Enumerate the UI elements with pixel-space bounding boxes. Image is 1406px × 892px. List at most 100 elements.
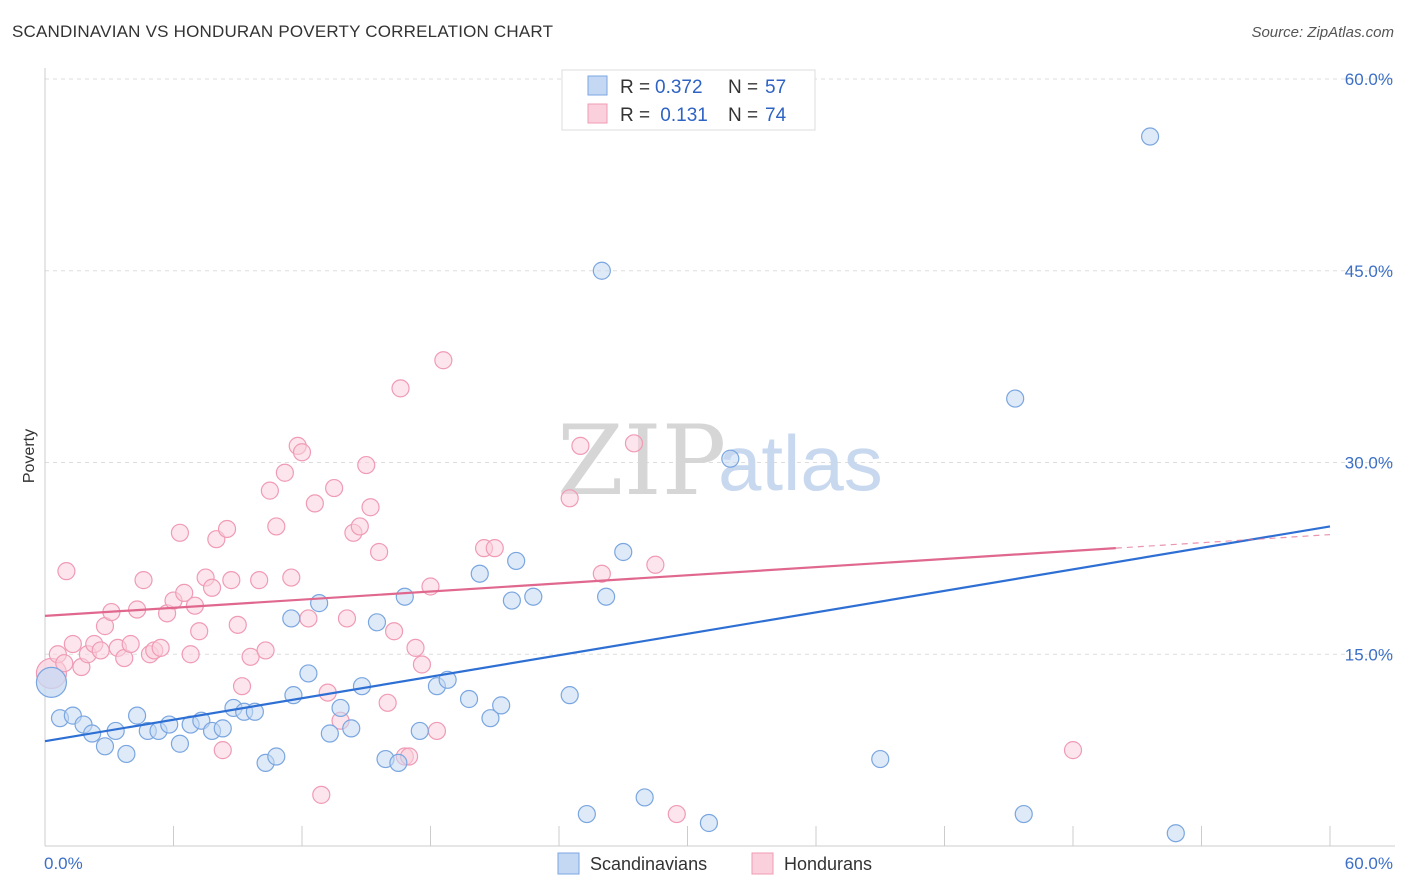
point-scandinavians-28 — [342, 719, 361, 738]
point-scandinavians-49 — [635, 788, 654, 807]
legend-r-label-1: R = — [620, 77, 655, 98]
point-hondurans-30 — [222, 571, 241, 590]
point-scandinavians-53 — [1006, 389, 1025, 408]
point-hondurans-52 — [361, 498, 380, 517]
x-tick-label-0: 0.0% — [44, 854, 83, 873]
point-hondurans-56 — [391, 379, 410, 398]
legend-n-value-2: 74 — [765, 105, 787, 126]
point-scandinavians-43 — [524, 587, 543, 606]
legend-r-value-1: 0.372 — [655, 77, 703, 98]
point-hondurans-70 — [646, 555, 665, 574]
point-scandinavians-27 — [331, 698, 350, 718]
chart-source: Source: ZipAtlas.com — [1251, 24, 1394, 41]
trend-extension-hondurans — [1115, 533, 1331, 549]
point-scandinavians-33 — [395, 587, 414, 606]
point-scandinavians-45 — [577, 804, 596, 824]
point-hondurans-46 — [325, 478, 344, 498]
point-hondurans-72 — [1063, 741, 1083, 760]
axes — [44, 68, 1395, 847]
y-tick-label-1: 30.0% — [1345, 454, 1393, 473]
series-legend-swatch-hondurans — [751, 852, 774, 875]
chart-title: SCANDINAVIAN VS HONDURAN POVERTY CORRELA… — [12, 22, 554, 41]
correlation-legend: R = 0.372 N = 57 R = 0.131 N = 74 — [561, 69, 816, 131]
point-hondurans-54 — [378, 693, 397, 712]
y-axis-label: Poverty — [21, 429, 38, 483]
point-hondurans-39 — [282, 568, 301, 587]
point-scandinavians-8 — [127, 706, 147, 725]
point-scandinavians-22 — [282, 609, 301, 628]
point-scandinavians-24 — [299, 664, 318, 683]
point-hondurans-36 — [260, 481, 279, 500]
point-hondurans-33 — [241, 647, 260, 666]
point-scandinavians-56 — [1166, 824, 1185, 843]
point-hondurans-22 — [181, 645, 200, 664]
point-scandinavians-47 — [597, 587, 616, 606]
point-hondurans-17 — [151, 638, 170, 657]
series-legend-label-scandinavians: Scandinavians — [590, 854, 707, 874]
point-hondurans-66 — [560, 489, 579, 508]
point-hondurans-34 — [250, 571, 269, 590]
point-hondurans-68 — [592, 564, 611, 583]
point-hondurans-69 — [624, 434, 644, 453]
point-scandinavians-46 — [592, 261, 611, 280]
point-hondurans-50 — [350, 517, 369, 536]
point-hondurans-38 — [275, 463, 294, 482]
point-scandinavians-51 — [721, 449, 740, 468]
point-hondurans-3 — [63, 634, 82, 654]
point-hondurans-32 — [232, 677, 252, 696]
point-hondurans-51 — [357, 455, 376, 475]
point-hondurans-24 — [190, 622, 209, 641]
point-scandinavians-16 — [213, 719, 232, 738]
series-legend-swatch-scandinavians — [557, 852, 580, 875]
watermark-atlas: atlas — [718, 419, 883, 507]
point-hondurans-67 — [571, 436, 590, 455]
watermark: ZIP atlas — [557, 405, 883, 517]
tick-labels: 15.0% 30.0% 45.0% 60.0% 0.0% 60.0% — [44, 70, 1393, 873]
watermark-zip: ZIP — [557, 405, 726, 517]
point-scandinavians-40 — [492, 696, 511, 715]
y-tick-label-0: 15.0% — [1345, 645, 1393, 664]
point-scandinavians-42 — [507, 551, 526, 571]
legend-n-label-1: N = — [728, 77, 763, 98]
point-hondurans-37 — [267, 517, 286, 536]
point-hondurans-73 — [57, 562, 76, 581]
point-hondurans-43 — [305, 494, 324, 513]
trend-line-hondurans — [44, 547, 1116, 617]
point-hondurans-55 — [384, 622, 404, 641]
point-scandinavians-5 — [95, 737, 115, 756]
point-scandinavians-34 — [410, 721, 429, 741]
point-scandinavians-52 — [871, 749, 890, 769]
point-scandinavians-7 — [117, 744, 136, 764]
legend-r-value-2: 0.131 — [655, 105, 708, 126]
point-hondurans-63 — [434, 351, 453, 370]
point-scandinavians-21 — [267, 747, 286, 766]
point-hondurans-59 — [406, 638, 425, 657]
point-hondurans-65 — [485, 539, 504, 558]
point-scandinavians-44 — [560, 686, 579, 705]
point-scandinavians-30 — [367, 613, 387, 632]
trend-line-scandinavians — [44, 525, 1331, 743]
point-hondurans-71 — [667, 804, 686, 824]
point-scandinavians-41 — [502, 591, 521, 610]
point-scandinavians-55 — [1140, 127, 1160, 146]
trend-lines — [44, 525, 1331, 743]
point-scandinavians-48 — [614, 542, 633, 562]
point-hondurans-2 — [55, 654, 74, 673]
point-hondurans-28 — [213, 741, 232, 760]
point-hondurans-35 — [256, 641, 275, 660]
point-hondurans-53 — [370, 542, 389, 562]
y-tick-label-3: 60.0% — [1345, 70, 1393, 89]
point-hondurans-44 — [312, 785, 331, 804]
legend-swatch-hondurans — [587, 103, 608, 124]
x-tick-label-1: 60.0% — [1345, 854, 1393, 873]
series-legend: Scandinavians Hondurans — [557, 852, 872, 875]
point-scandinavians-50 — [699, 813, 719, 833]
point-scandinavians-12 — [170, 734, 190, 753]
legend-swatch-scandinavians — [587, 75, 608, 96]
point-hondurans-12 — [121, 634, 140, 654]
point-hondurans-62 — [427, 721, 447, 741]
series-legend-label-hondurans: Hondurans — [784, 854, 872, 874]
point-scandinavians-39 — [481, 709, 500, 728]
point-hondurans-14 — [134, 571, 153, 590]
